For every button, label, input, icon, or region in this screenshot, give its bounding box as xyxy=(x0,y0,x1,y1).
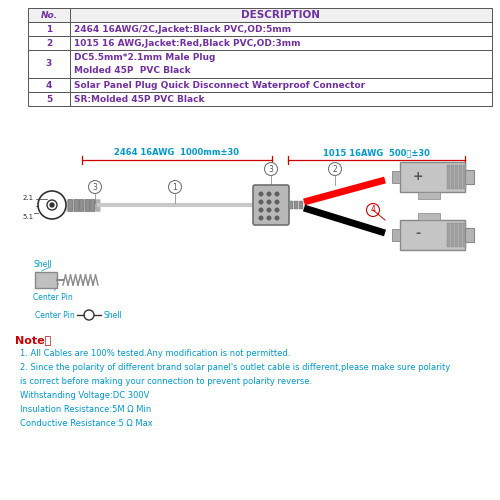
Bar xyxy=(70,22,492,36)
Circle shape xyxy=(259,208,263,212)
Bar xyxy=(451,165,454,189)
Bar xyxy=(392,229,400,241)
Bar xyxy=(74,199,78,211)
Bar xyxy=(28,78,70,92)
Text: Withstanding Voltage:DC 300V: Withstanding Voltage:DC 300V xyxy=(20,391,150,400)
Circle shape xyxy=(275,200,279,204)
Circle shape xyxy=(366,204,380,216)
Text: Shell: Shell xyxy=(33,260,52,269)
Text: 3: 3 xyxy=(46,60,52,68)
Circle shape xyxy=(259,200,263,204)
Bar xyxy=(392,171,400,183)
Bar xyxy=(294,201,298,209)
Circle shape xyxy=(328,162,342,175)
Text: 2: 2 xyxy=(332,164,338,173)
Bar xyxy=(79,199,83,211)
Bar xyxy=(418,192,440,199)
Circle shape xyxy=(267,208,271,212)
Bar xyxy=(70,92,492,106)
Bar xyxy=(447,165,450,189)
Text: 5.1: 5.1 xyxy=(23,214,34,220)
Bar xyxy=(28,50,70,78)
Circle shape xyxy=(168,180,181,194)
Text: Solar Panel Plug Quick Disconnect Waterproof Connector: Solar Panel Plug Quick Disconnect Waterp… xyxy=(74,80,365,90)
Circle shape xyxy=(259,216,263,220)
Text: 3: 3 xyxy=(92,182,98,192)
Bar xyxy=(70,50,492,78)
Bar xyxy=(70,78,492,92)
FancyBboxPatch shape xyxy=(253,185,289,225)
Text: Molded 45P  PVC Black: Molded 45P PVC Black xyxy=(74,66,190,74)
Text: Shell: Shell xyxy=(104,310,123,320)
Text: 2.1: 2.1 xyxy=(23,195,34,201)
Text: No.: No. xyxy=(40,10,58,20)
Bar xyxy=(463,165,466,189)
Bar xyxy=(90,199,94,211)
Bar xyxy=(28,22,70,36)
Bar xyxy=(447,223,450,247)
Bar xyxy=(400,162,465,192)
Bar xyxy=(465,228,474,242)
Circle shape xyxy=(259,192,263,196)
Circle shape xyxy=(267,192,271,196)
Bar xyxy=(459,223,462,247)
Circle shape xyxy=(264,162,278,175)
Text: 2464 16AWG  1000mm±30: 2464 16AWG 1000mm±30 xyxy=(114,148,240,157)
Bar xyxy=(418,213,440,220)
Circle shape xyxy=(275,208,279,212)
Text: 2: 2 xyxy=(46,38,52,48)
Text: Center Pin: Center Pin xyxy=(33,293,73,302)
Text: Center Pin: Center Pin xyxy=(35,310,75,320)
Bar xyxy=(28,92,70,106)
Text: 1: 1 xyxy=(172,182,178,192)
Bar xyxy=(289,201,292,209)
Text: +: + xyxy=(412,170,424,182)
Text: 2. Since the polarity of different brand solar panel's outlet cable is different: 2. Since the polarity of different brand… xyxy=(20,363,450,372)
Bar xyxy=(455,223,458,247)
Bar xyxy=(28,8,492,22)
Text: 1: 1 xyxy=(46,24,52,34)
Bar xyxy=(465,170,474,184)
Text: DC5.5mm*2.1mm Male Plug: DC5.5mm*2.1mm Male Plug xyxy=(74,54,216,62)
Text: SR:Molded 45P PVC Black: SR:Molded 45P PVC Black xyxy=(74,94,204,104)
Bar xyxy=(28,36,70,50)
Circle shape xyxy=(88,180,102,194)
Text: 3: 3 xyxy=(268,164,274,173)
Circle shape xyxy=(267,200,271,204)
Text: Conductive Resistance:5 Ω Max: Conductive Resistance:5 Ω Max xyxy=(20,419,153,428)
Bar xyxy=(84,199,88,211)
Text: is correct before making your connection to prevent polarity reverse.: is correct before making your connection… xyxy=(20,377,312,386)
Text: 1. All Cables are 100% tested.Any modification is not permitted.: 1. All Cables are 100% tested.Any modifi… xyxy=(20,349,290,358)
Bar xyxy=(70,36,492,50)
Bar xyxy=(400,220,465,250)
Bar xyxy=(35,272,57,288)
Text: 1015 16 AWG,Jacket:Red,Black PVC,OD:3mm: 1015 16 AWG,Jacket:Red,Black PVC,OD:3mm xyxy=(74,38,300,48)
Text: -: - xyxy=(416,228,420,240)
Bar xyxy=(455,165,458,189)
Text: 1015 16AWG  500㎡±30: 1015 16AWG 500㎡±30 xyxy=(323,148,430,157)
Text: 5: 5 xyxy=(46,94,52,104)
Circle shape xyxy=(275,216,279,220)
Text: 4: 4 xyxy=(46,80,52,90)
Text: Insulation Resistance:5M Ω Min: Insulation Resistance:5M Ω Min xyxy=(20,405,151,414)
Bar xyxy=(463,223,466,247)
Text: Note：: Note： xyxy=(15,335,52,345)
Circle shape xyxy=(267,216,271,220)
Text: 2464 16AWG/2C,Jacket:Black PVC,OD:5mm: 2464 16AWG/2C,Jacket:Black PVC,OD:5mm xyxy=(74,24,291,34)
Bar xyxy=(299,201,302,209)
Bar xyxy=(28,8,70,22)
Text: 4: 4 xyxy=(370,206,376,214)
Bar xyxy=(68,199,72,211)
Bar xyxy=(451,223,454,247)
Circle shape xyxy=(275,192,279,196)
Text: DESCRIPTION: DESCRIPTION xyxy=(242,10,320,20)
Bar xyxy=(459,165,462,189)
Circle shape xyxy=(50,203,54,207)
